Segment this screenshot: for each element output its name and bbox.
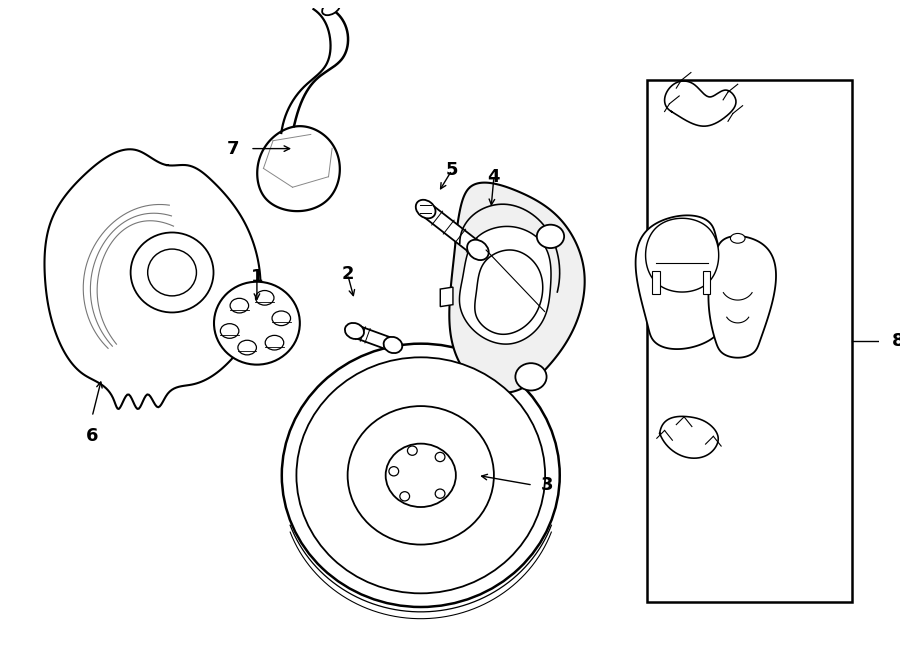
Text: 6: 6 <box>86 427 98 446</box>
Polygon shape <box>449 182 585 393</box>
Ellipse shape <box>148 249 196 296</box>
Polygon shape <box>352 325 395 351</box>
Polygon shape <box>635 215 729 349</box>
Text: 3: 3 <box>541 476 554 494</box>
Ellipse shape <box>536 225 564 248</box>
Ellipse shape <box>436 489 445 498</box>
Ellipse shape <box>238 340 256 355</box>
Ellipse shape <box>516 363 546 391</box>
Ellipse shape <box>256 291 274 305</box>
Ellipse shape <box>347 406 494 545</box>
Bar <box>647 81 851 602</box>
Ellipse shape <box>400 492 410 501</box>
Ellipse shape <box>272 311 291 326</box>
Ellipse shape <box>214 282 300 365</box>
Polygon shape <box>460 227 551 344</box>
Ellipse shape <box>467 240 489 260</box>
Text: 1: 1 <box>251 268 263 286</box>
Text: 8: 8 <box>892 332 900 350</box>
Ellipse shape <box>731 233 745 243</box>
Ellipse shape <box>416 200 436 218</box>
Ellipse shape <box>408 446 418 455</box>
Ellipse shape <box>266 335 284 350</box>
Ellipse shape <box>282 344 560 607</box>
Ellipse shape <box>322 1 340 15</box>
Text: 5: 5 <box>446 161 458 179</box>
Ellipse shape <box>230 298 248 313</box>
Ellipse shape <box>389 467 399 476</box>
Polygon shape <box>44 149 261 409</box>
Ellipse shape <box>383 337 402 353</box>
Polygon shape <box>708 236 776 358</box>
Polygon shape <box>440 287 453 307</box>
Bar <box>703 270 710 294</box>
Ellipse shape <box>130 233 213 313</box>
Ellipse shape <box>296 358 545 594</box>
Ellipse shape <box>386 444 456 507</box>
Polygon shape <box>645 218 719 292</box>
Text: 2: 2 <box>341 266 354 284</box>
Polygon shape <box>257 126 340 211</box>
Ellipse shape <box>220 324 238 338</box>
Ellipse shape <box>436 452 445 461</box>
Polygon shape <box>421 204 482 256</box>
Bar <box>652 270 660 294</box>
Text: 4: 4 <box>488 168 500 186</box>
Polygon shape <box>475 250 543 334</box>
Ellipse shape <box>345 323 364 339</box>
Text: 7: 7 <box>226 139 239 157</box>
